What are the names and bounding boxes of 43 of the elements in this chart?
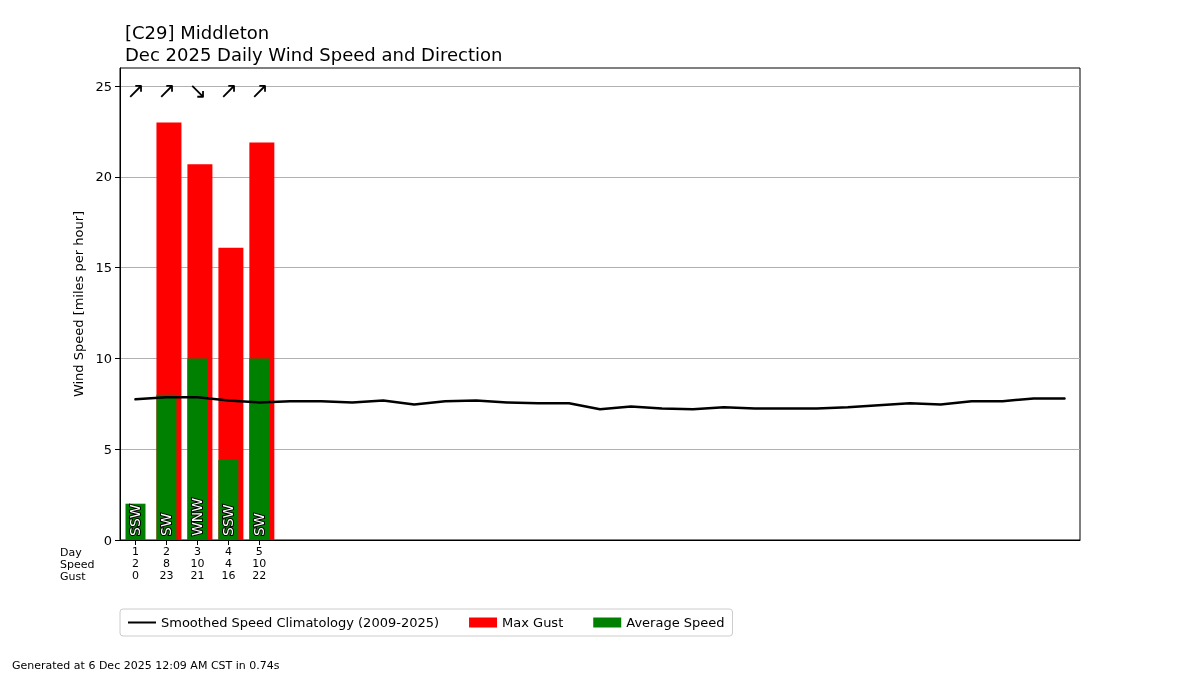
x-tick-label: 5 bbox=[255, 544, 263, 558]
bar bbox=[249, 358, 270, 540]
annotation: WNW bbox=[189, 497, 206, 536]
y-tick-label: 20 bbox=[95, 169, 112, 185]
data-label: 8 bbox=[162, 556, 170, 570]
data-label: 2 bbox=[131, 556, 139, 570]
annotation: ↗ bbox=[250, 77, 269, 103]
legend-label: Max Gust bbox=[502, 615, 564, 630]
legend-label: Average Speed bbox=[626, 615, 725, 630]
y-tick-label: 5 bbox=[103, 441, 112, 457]
x-tick-label: 1 bbox=[131, 544, 139, 558]
x-tick-label: 3 bbox=[193, 544, 201, 558]
x-tick-label: 4 bbox=[224, 544, 232, 558]
y-tick-label: 15 bbox=[95, 260, 112, 276]
x-tick-label: 2 bbox=[162, 544, 170, 558]
chart-title: [C29] Middleton bbox=[125, 21, 270, 43]
annotation: ↗ bbox=[157, 77, 176, 103]
annotation: SSW bbox=[220, 504, 237, 536]
data-label: 16 bbox=[221, 568, 236, 582]
data-label: 23 bbox=[159, 568, 174, 582]
y-tick-label: 25 bbox=[95, 78, 112, 94]
y-axis-title: Wind Speed [miles per hour] bbox=[70, 210, 86, 398]
data-label: 4 bbox=[224, 556, 232, 570]
annotation: SW bbox=[251, 513, 268, 536]
text: Gust bbox=[59, 570, 87, 583]
data-label: 22 bbox=[252, 568, 267, 582]
annotation: SW bbox=[158, 513, 175, 536]
line-series bbox=[134, 396, 1066, 411]
data-label: 10 bbox=[190, 556, 205, 570]
legend-label: Smoothed Speed Climatology (2009-2025) bbox=[161, 615, 440, 630]
annotation: ↘ bbox=[188, 77, 207, 103]
text: Day bbox=[59, 546, 83, 559]
y-tick-label: 10 bbox=[95, 350, 112, 366]
annotation: ↗ bbox=[219, 77, 238, 103]
annotation: SSW bbox=[127, 504, 144, 536]
text: Speed bbox=[60, 558, 95, 571]
data-label: 10 bbox=[252, 556, 267, 570]
data-label: 0 bbox=[131, 568, 139, 582]
y-tick-label: 0 bbox=[103, 532, 112, 548]
data-label: 21 bbox=[190, 568, 205, 582]
annotation: ↗ bbox=[126, 77, 145, 103]
chart-subtitle: Dec 2025 Daily Wind Speed and Direction bbox=[125, 43, 503, 65]
text: Generated at 6 Dec 2025 12:09 AM CST in 0.74s bbox=[12, 659, 280, 672]
